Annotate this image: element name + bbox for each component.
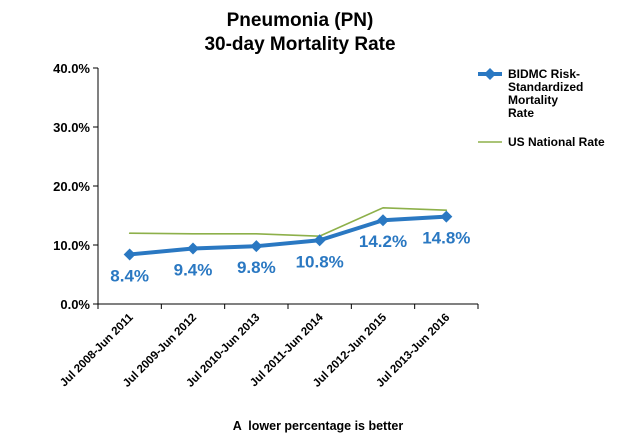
bidmc-data-point <box>123 248 136 261</box>
legend-bidmc-label: BIDMC Risk- <box>508 67 580 81</box>
bidmc-data-label: 8.4% <box>110 266 149 285</box>
y-tick-label: 30.0% <box>53 120 90 135</box>
x-tick-label: Jul 2013-Jun 2016 <box>374 312 452 390</box>
legend-bidmc-swatch-marker <box>484 68 496 80</box>
y-tick-label: 40.0% <box>53 61 90 76</box>
y-tick-label: 0.0% <box>60 297 90 312</box>
legend-bidmc-label: Standardized <box>508 80 583 94</box>
bidmc-data-label: 14.8% <box>422 229 470 248</box>
legend-us-label: US National Rate <box>508 135 605 149</box>
bidmc-data-point <box>187 242 199 255</box>
plot-area: 0.0%10.0%20.0%30.0%40.0%Jul 2008-Jun 201… <box>53 61 479 390</box>
bidmc-series-line <box>127 214 449 257</box>
legend-bidmc-label: Rate <box>508 106 534 120</box>
chart-title-line-1: Pneumonia (PN) <box>227 10 374 31</box>
bidmc-data-label: 9.4% <box>174 261 213 280</box>
bidmc-data-point <box>313 234 326 247</box>
bidmc-data-label: 10.8% <box>296 252 344 271</box>
bidmc-data-label: 9.8% <box>237 258 276 277</box>
us-national-series-line <box>128 207 448 237</box>
bidmc-data-point <box>377 214 389 227</box>
bidmc-data-label: 14.2% <box>359 232 407 251</box>
bidmc-data-point <box>440 210 453 223</box>
legend-bidmc-label: Mortality <box>508 93 558 107</box>
footnote: A lower percentage is better <box>233 419 404 433</box>
y-tick-label: 20.0% <box>53 179 90 194</box>
chart-title-line-2: 30-day Mortality Rate <box>204 34 395 55</box>
bidmc-data-point <box>250 240 263 253</box>
y-tick-label: 10.0% <box>53 238 90 253</box>
